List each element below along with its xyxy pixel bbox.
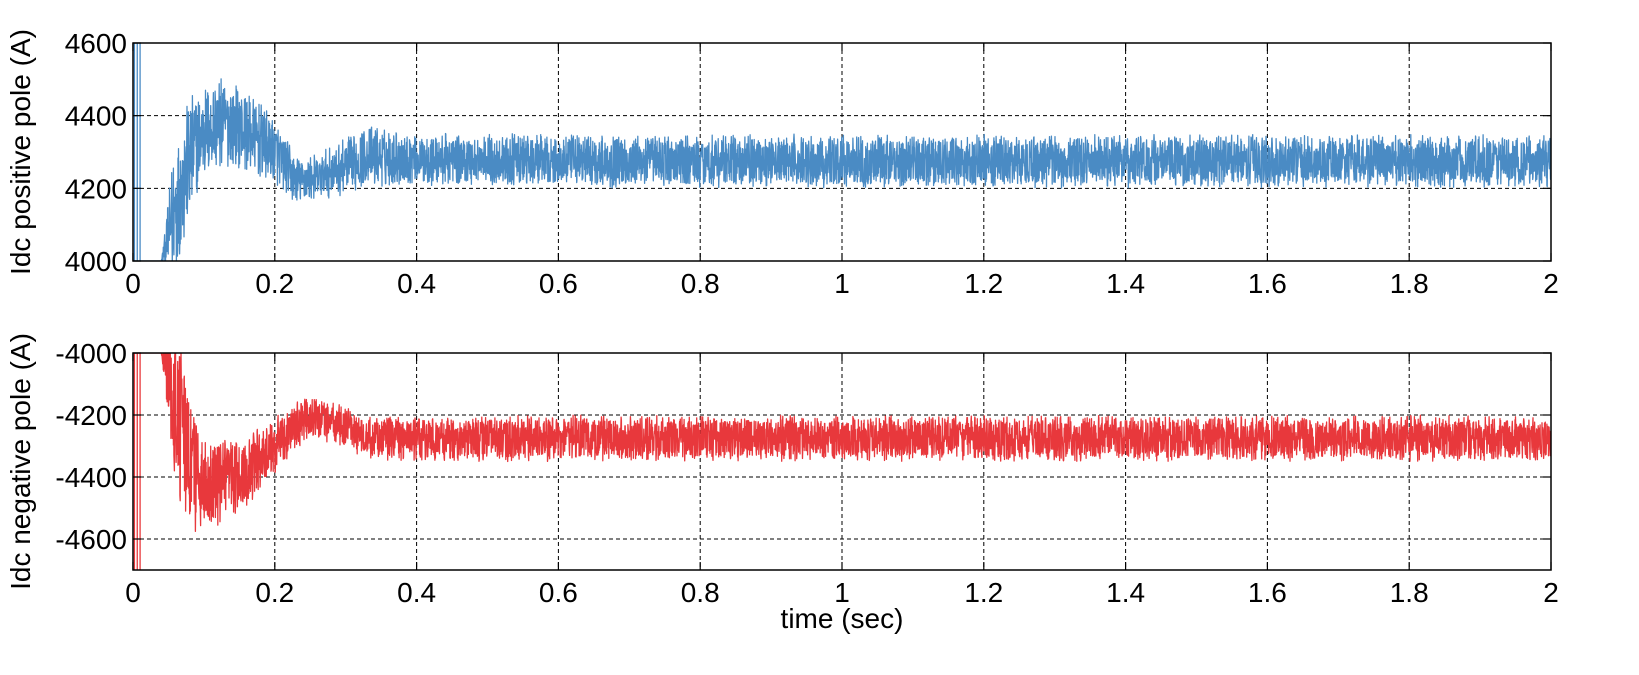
positive-pole-series-line [133, 78, 1551, 261]
negative-pole-xtick-label: 0.6 [539, 577, 578, 608]
negative-pole-xtick-label: 0.4 [397, 577, 436, 608]
negative-pole-xtick-label: 0 [125, 577, 141, 608]
positive-pole-ytick-label: 4600 [65, 28, 127, 59]
negative-pole-xtick-label: 1.8 [1390, 577, 1429, 608]
positive-pole-ytick-label: 4400 [65, 101, 127, 132]
negative-pole-xtick-label: 1.6 [1248, 577, 1287, 608]
negative-pole-ylabel: Idc negative pole (A) [5, 333, 36, 590]
positive-pole-xtick-label: 1.8 [1390, 268, 1429, 299]
positive-pole-xtick-label: 1 [834, 268, 850, 299]
negative-pole-xtick-label: 1.2 [964, 577, 1003, 608]
negative-pole-ytick-label: -4600 [55, 524, 127, 555]
negative-pole-ytick-label: -4000 [55, 338, 127, 369]
negative-pole-xtick-label: 1 [834, 577, 850, 608]
positive-pole-ytick-label: 4200 [65, 173, 127, 204]
positive-pole-xtick-label: 0.2 [255, 268, 294, 299]
negative-pole-xtick-label: 0.2 [255, 577, 294, 608]
positive-pole-xtick-label: 1.6 [1248, 268, 1287, 299]
positive-pole-xtick-label: 1.4 [1106, 268, 1145, 299]
negative-pole-panel: 0 0.2 0.4 0.6 0.8 1 1.2 1.4 1.6 1.8 2 -4000 -4200 -44… [5, 333, 1559, 634]
positive-pole-xtick-label: 0.4 [397, 268, 436, 299]
positive-pole-xtick-label: 1.2 [964, 268, 1003, 299]
negative-pole-series-line [133, 353, 1551, 533]
positive-pole-xtick-label: 2 [1543, 268, 1559, 299]
positive-pole-xtick-label: 0 [125, 268, 141, 299]
negative-pole-xtick-label: 1.4 [1106, 577, 1145, 608]
negative-pole-ytick-label: -4400 [55, 462, 127, 493]
negative-pole-xlabel: time (sec) [781, 603, 904, 634]
positive-pole-xtick-label: 0.8 [681, 268, 720, 299]
positive-pole-xtick-label: 0.6 [539, 268, 578, 299]
negative-pole-xtick-label: 2 [1543, 577, 1559, 608]
positive-pole-ylabel: Idc positive pole (A) [5, 29, 36, 275]
negative-pole-ytick-label: -4200 [55, 400, 127, 431]
positive-pole-ytick-label: 4000 [65, 246, 127, 277]
positive-pole-panel: 0 0.2 0.4 0.6 0.8 1 1.2 1.4 1.6 1.8 2 4000 4200 4400 4… [5, 28, 1559, 299]
negative-pole-xtick-label: 0.8 [681, 577, 720, 608]
